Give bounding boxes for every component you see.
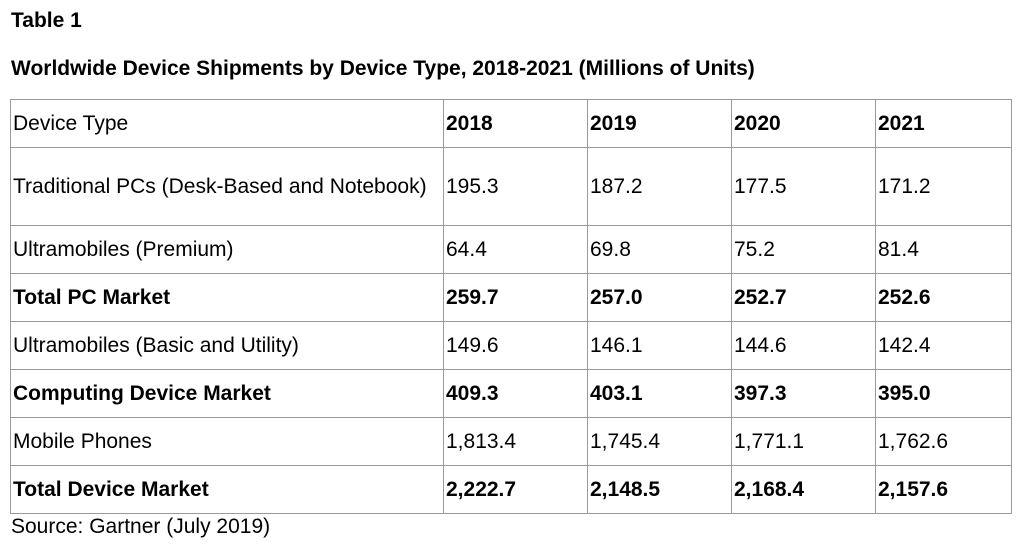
- row-label: Mobile Phones: [10, 417, 444, 466]
- table-row: Ultramobiles (Premium) 64.4 69.8 75.2 81…: [10, 225, 1012, 274]
- table-cell: 146.1: [587, 321, 732, 370]
- table-row-total: Computing Device Market 409.3 403.1 397.…: [10, 369, 1012, 418]
- table-cell: 2,168.4: [731, 465, 876, 514]
- table-cell: 144.6: [731, 321, 876, 370]
- table-cell: 187.2: [587, 147, 732, 226]
- table-cell: 177.5: [731, 147, 876, 226]
- table-cell: 1,771.1: [731, 417, 876, 466]
- table-cell: 69.8: [587, 225, 732, 274]
- row-label: Total PC Market: [10, 273, 444, 322]
- table-cell: 2,222.7: [443, 465, 588, 514]
- table-cell: 142.4: [875, 321, 1012, 370]
- source-note: Source: Gartner (July 2019): [11, 515, 271, 538]
- table-row: Ultramobiles (Basic and Utility) 149.6 1…: [10, 321, 1012, 370]
- row-label: Traditional PCs (Desk-Based and Notebook…: [10, 147, 444, 226]
- table-cell: 81.4: [875, 225, 1012, 274]
- table-cell: 1,813.4: [443, 417, 588, 466]
- table-cell: 403.1: [587, 369, 732, 418]
- table-row: Traditional PCs (Desk-Based and Notebook…: [10, 147, 1012, 226]
- table-cell: 1,745.4: [587, 417, 732, 466]
- row-label: Ultramobiles (Premium): [10, 225, 444, 274]
- table-cell: 252.6: [875, 273, 1012, 322]
- header-year: 2019: [587, 99, 732, 148]
- header-device-type: Device Type: [10, 99, 444, 148]
- table-cell: 195.3: [443, 147, 588, 226]
- table-cell: 397.3: [731, 369, 876, 418]
- row-label: Computing Device Market: [10, 369, 444, 418]
- table-cell: 395.0: [875, 369, 1012, 418]
- table-cell: 2,157.6: [875, 465, 1012, 514]
- table-label: Table 1: [11, 9, 82, 32]
- table-row-total: Total PC Market 259.7 257.0 252.7 252.6: [10, 273, 1012, 322]
- table-cell: 64.4: [443, 225, 588, 274]
- table-cell: 149.6: [443, 321, 588, 370]
- header-year: 2021: [875, 99, 1012, 148]
- table-cell: 252.7: [731, 273, 876, 322]
- device-shipments-table: Device Type 2018 2019 2020 2021 Traditio…: [10, 99, 1012, 514]
- table-cell: 75.2: [731, 225, 876, 274]
- row-label: Ultramobiles (Basic and Utility): [10, 321, 444, 370]
- table-row-total: Total Device Market 2,222.7 2,148.5 2,16…: [10, 465, 1012, 514]
- table-cell: 257.0: [587, 273, 732, 322]
- table-row: Mobile Phones 1,813.4 1,745.4 1,771.1 1,…: [10, 417, 1012, 466]
- table-cell: 2,148.5: [587, 465, 732, 514]
- header-year: 2020: [731, 99, 876, 148]
- header-row: Device Type 2018 2019 2020 2021: [10, 99, 1012, 148]
- table-title: Worldwide Device Shipments by Device Typ…: [11, 57, 755, 80]
- table-cell: 409.3: [443, 369, 588, 418]
- table-cell: 259.7: [443, 273, 588, 322]
- row-label: Total Device Market: [10, 465, 444, 514]
- header-year: 2018: [443, 99, 588, 148]
- table-cell: 171.2: [875, 147, 1012, 226]
- table-cell: 1,762.6: [875, 417, 1012, 466]
